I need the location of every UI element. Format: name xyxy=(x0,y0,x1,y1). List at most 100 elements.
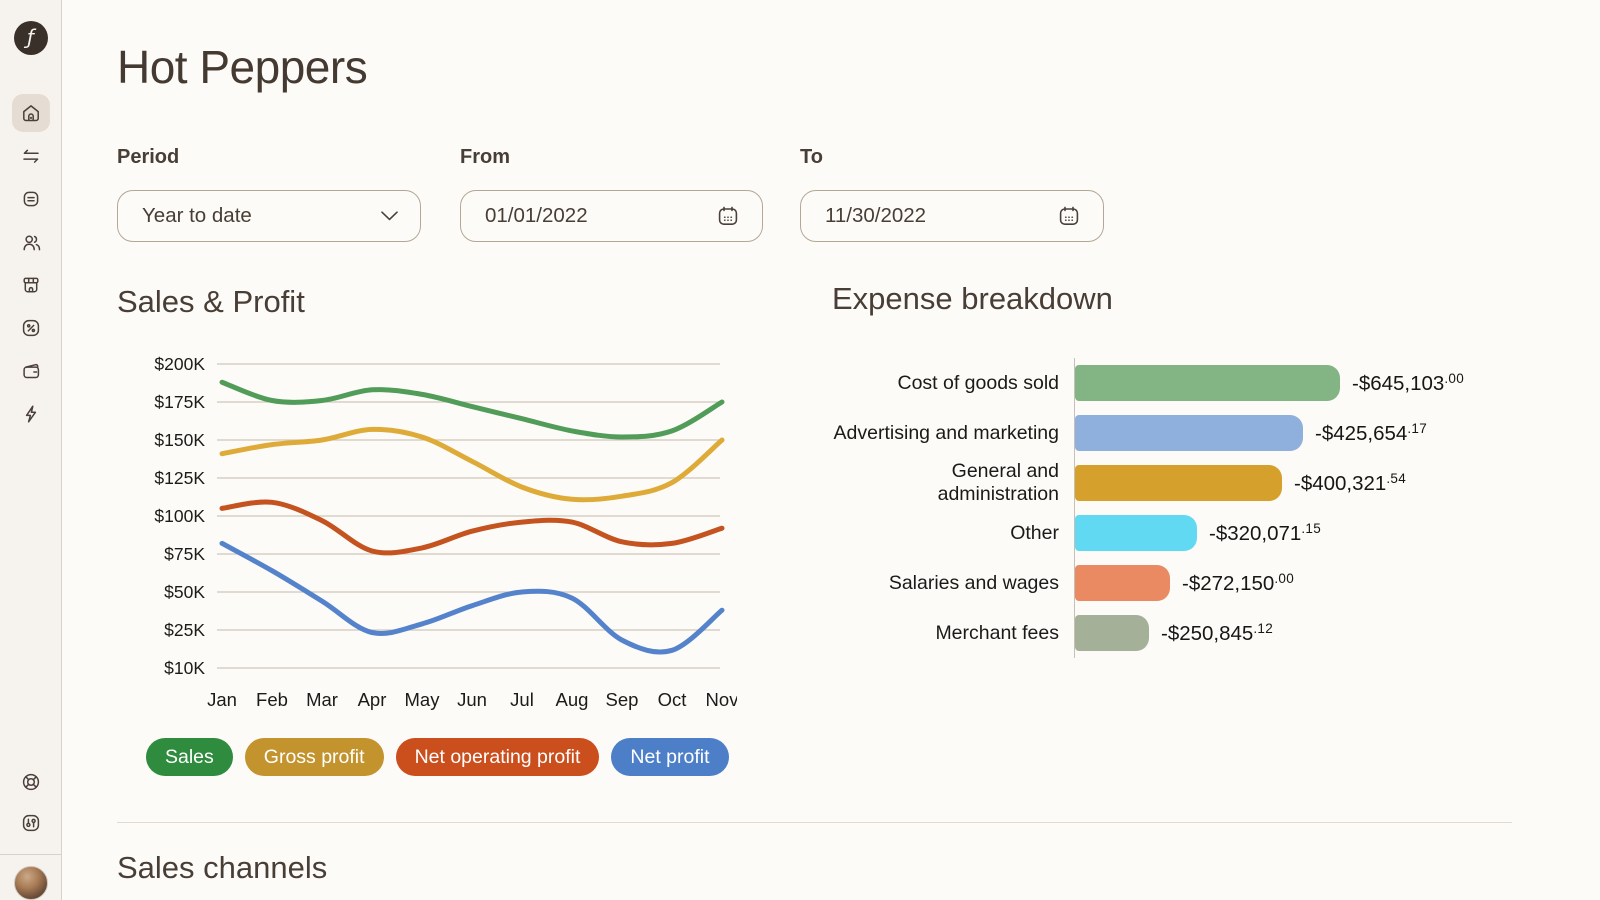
users-icon xyxy=(22,235,40,251)
x-axis-month-label: Sep xyxy=(606,689,639,710)
expense-value-label: -$645,103.00 xyxy=(1352,370,1465,395)
expense-bar-cost-of-goods-sold[interactable] xyxy=(1075,365,1340,401)
sidebar-footer xyxy=(12,763,50,842)
sales-channels-title: Sales channels xyxy=(117,850,328,885)
legend-pill-net-operating-profit[interactable]: Net operating profit xyxy=(395,738,600,776)
expense-row: Cost of goods sold -$645,103.00 xyxy=(832,358,1532,408)
expense-bar-salaries-and-wages[interactable] xyxy=(1075,565,1170,601)
to-label: To xyxy=(800,146,823,168)
expense-bar-zone: -$320,071.15 xyxy=(1074,508,1532,558)
legend-pill-gross-profit[interactable]: Gross profit xyxy=(244,738,384,776)
lightning-icon xyxy=(25,405,36,423)
expense-bar-merchant-fees[interactable] xyxy=(1075,615,1149,651)
note-icon xyxy=(23,191,38,207)
expense-value-label: -$425,654.17 xyxy=(1315,420,1428,445)
legend-pill-net-profit[interactable]: Net profit xyxy=(611,738,729,776)
expense-bar-advertising-and-marketing[interactable] xyxy=(1075,415,1303,451)
period-select[interactable]: Year to date xyxy=(117,190,421,242)
x-axis-month-label: Apr xyxy=(358,689,387,710)
sidebar-item-home[interactable] xyxy=(11,94,50,132)
expense-category-label: Advertising and marketing xyxy=(833,421,1059,444)
expense-value-label: -$272,150.00 xyxy=(1182,570,1295,595)
expense-row: General and administration -$400,321.54 xyxy=(832,458,1532,508)
sliders-icon xyxy=(22,814,39,832)
expense-category-label: Salaries and wages xyxy=(888,571,1059,594)
x-axis-month-label: Jun xyxy=(457,689,487,710)
expense-row: Advertising and marketing -$425,654.17 xyxy=(832,408,1532,458)
legend-pill-sales[interactable]: Sales xyxy=(146,738,233,776)
x-axis-month-label: Oct xyxy=(658,689,687,710)
y-axis-tick-label: $200K xyxy=(154,354,205,374)
chevron-down-icon xyxy=(381,211,398,221)
home-icon xyxy=(22,105,39,122)
from-label: From xyxy=(460,146,510,168)
section-divider xyxy=(117,822,1512,823)
expense-bar-other[interactable] xyxy=(1075,515,1197,551)
page-title: Hot Peppers xyxy=(117,41,368,93)
to-date-input[interactable]: 11/30/2022 xyxy=(800,190,1104,242)
x-axis-month-label: Mar xyxy=(306,689,338,710)
y-axis-tick-label: $150K xyxy=(154,430,205,450)
calendar-icon xyxy=(718,206,738,225)
expense-bar-zone: -$400,321.54 xyxy=(1074,458,1532,508)
series-line-sales[interactable] xyxy=(219,379,725,440)
sidebar-item-reports[interactable] xyxy=(12,180,50,218)
expense-bar-general-and-administration[interactable] xyxy=(1075,465,1282,501)
main-content: Hot Peppers Period From To Year to date … xyxy=(63,0,1600,900)
y-axis-tick-label: $75K xyxy=(164,544,205,564)
y-axis-tick-label: $100K xyxy=(154,506,205,526)
from-date-input[interactable]: 01/01/2022 xyxy=(460,190,763,242)
storefront-icon xyxy=(22,277,39,293)
sidebar-item-wallet[interactable] xyxy=(12,352,50,390)
expense-chart[interactable]: Cost of goods sold -$645,103.00 Advertisin… xyxy=(832,358,1532,658)
y-axis-tick-label: $10K xyxy=(164,658,205,678)
expense-row: Merchant fees -$250,845.12 xyxy=(832,608,1532,658)
expense-value-label: -$400,321.54 xyxy=(1294,470,1407,495)
expense-category-label: Cost of goods sold xyxy=(897,371,1059,394)
y-axis-tick-label: $25K xyxy=(164,620,205,640)
period-select-value: Year to date xyxy=(142,204,252,227)
period-label: Period xyxy=(117,146,180,168)
expense-value-label: -$250,845.12 xyxy=(1161,620,1274,645)
series-line-net-operating-profit[interactable] xyxy=(219,499,725,556)
expense-category-label: Merchant fees xyxy=(935,621,1059,644)
expense-bar-zone: -$250,845.12 xyxy=(1074,608,1532,658)
y-axis-tick-label: $50K xyxy=(164,582,205,602)
sidebar-item-actions[interactable] xyxy=(12,395,50,433)
logo-glyph: ƒ xyxy=(26,25,35,49)
expense-bar-zone: -$425,654.17 xyxy=(1074,408,1532,458)
x-axis-month-label: Nov xyxy=(706,689,737,710)
to-date-value: 11/30/2022 xyxy=(825,204,927,227)
x-axis-month-label: May xyxy=(405,689,441,710)
sales-profit-title: Sales & Profit xyxy=(117,284,305,319)
series-line-net-profit[interactable] xyxy=(219,540,725,655)
expense-row: Salaries and wages -$272,150.00 xyxy=(832,558,1532,608)
sales-profit-chart[interactable]: $200K $175K $150K $125K $100K $75K $50K $25K $10… xyxy=(112,340,739,723)
sidebar-item-store[interactable] xyxy=(12,266,50,304)
sidebar-divider xyxy=(0,854,62,855)
expense-bar-zone: -$272,150.00 xyxy=(1074,558,1532,608)
expense-value-label: -$320,071.15 xyxy=(1209,520,1322,545)
expense-bar-zone: -$645,103.00 xyxy=(1074,358,1532,408)
help-buoy-icon xyxy=(22,773,39,791)
calendar-icon xyxy=(1059,206,1079,225)
y-axis-tick-label: $125K xyxy=(154,468,205,488)
wallet-icon xyxy=(22,363,39,379)
x-axis-month-label: Jul xyxy=(510,689,534,710)
y-axis-tick-label: $175K xyxy=(154,392,205,412)
sidebar-item-help[interactable] xyxy=(12,763,50,801)
from-date-value: 01/01/2022 xyxy=(485,204,588,227)
sidebar-item-transactions[interactable] xyxy=(12,137,50,175)
series-line-gross-profit[interactable] xyxy=(219,426,725,503)
user-avatar[interactable] xyxy=(13,866,48,900)
expense-title: Expense breakdown xyxy=(832,281,1113,316)
finaloop-logo[interactable]: ƒ xyxy=(13,21,48,55)
sidebar-item-customers[interactable] xyxy=(12,223,50,261)
expense-row: Other -$320,071.15 xyxy=(832,508,1532,558)
sidebar-item-deals[interactable] xyxy=(12,309,50,347)
expense-category-label: General and administration xyxy=(937,460,1059,505)
sidebar-item-settings[interactable] xyxy=(12,804,50,842)
expense-category-label: Other xyxy=(1010,521,1059,544)
x-axis-month-label: Aug xyxy=(556,689,589,710)
x-axis-month-label: Feb xyxy=(256,689,288,710)
